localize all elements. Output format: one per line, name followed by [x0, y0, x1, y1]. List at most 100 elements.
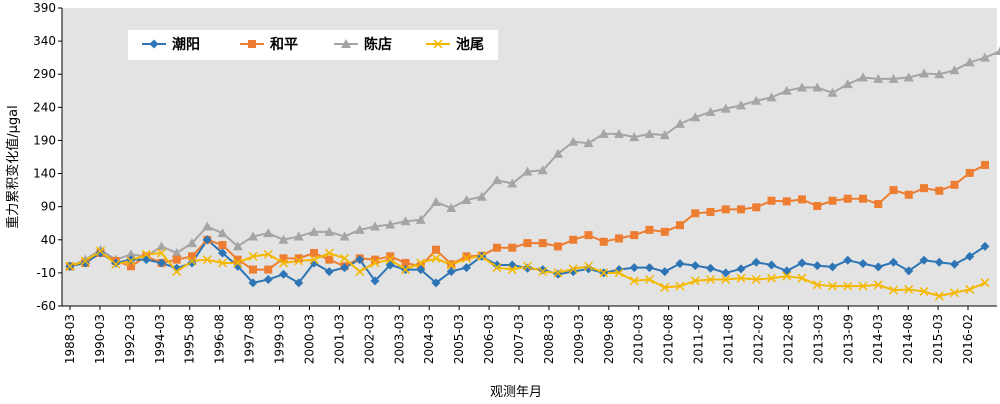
data-point	[188, 252, 196, 261]
x-tick-label: 1992-03	[123, 314, 137, 364]
x-tick-label: 2013-03	[811, 314, 825, 364]
data-point	[919, 286, 929, 296]
x-tick-label: 2002-03	[362, 314, 376, 364]
x-tick-label: 1994-03	[153, 314, 167, 364]
data-point	[873, 73, 884, 83]
data-point	[416, 258, 426, 268]
data-point	[370, 221, 380, 231]
data-point	[781, 85, 792, 95]
data-point	[522, 166, 533, 176]
data-point	[493, 243, 501, 252]
data-point	[523, 263, 532, 273]
data-point	[431, 197, 441, 207]
data-point	[767, 196, 776, 205]
data-point	[126, 249, 136, 259]
data-point	[980, 278, 990, 288]
data-point	[980, 241, 990, 251]
data-point	[554, 242, 562, 251]
data-point	[751, 257, 761, 267]
y-tick-label: 90	[41, 200, 56, 214]
data-point	[721, 274, 731, 285]
data-point	[782, 197, 791, 206]
data-point	[767, 260, 776, 270]
data-point	[645, 225, 654, 234]
data-point	[949, 288, 960, 298]
data-point	[675, 281, 685, 291]
data-point	[690, 112, 701, 122]
data-point	[751, 274, 761, 285]
x-tick-label: 1988-03	[63, 314, 77, 364]
data-point	[919, 255, 929, 265]
data-point	[843, 281, 853, 291]
data-point	[371, 255, 379, 264]
data-point	[659, 130, 670, 140]
data-point	[950, 180, 959, 189]
data-point	[766, 92, 777, 102]
data-point	[446, 202, 457, 212]
data-point	[385, 255, 395, 265]
data-point	[279, 254, 288, 263]
data-point	[691, 209, 700, 218]
data-point	[278, 258, 289, 268]
data-point	[477, 251, 487, 261]
x-tick-label: 1990-03	[93, 314, 107, 364]
data-point	[675, 259, 685, 269]
x-tick-label: 2011-08	[722, 314, 736, 364]
data-point	[248, 251, 258, 261]
x-axis: 1988-03 1990-03 1992-03 1994-03 1995-08 1996-…	[62, 305, 997, 364]
data-point	[249, 265, 257, 274]
data-point	[187, 238, 197, 248]
y-tick-label: 290	[33, 67, 56, 81]
data-point	[920, 184, 928, 193]
data-point	[232, 241, 243, 251]
y-tick-label: 240	[33, 100, 56, 114]
data-point	[492, 260, 502, 270]
y-tick-label: 190	[33, 133, 56, 147]
data-point	[157, 258, 166, 268]
data-point	[629, 263, 639, 273]
data-point	[370, 276, 380, 286]
data-point	[538, 265, 548, 275]
data-point	[263, 228, 274, 238]
data-point	[492, 175, 502, 185]
data-point	[187, 258, 197, 268]
data-point	[553, 268, 563, 278]
data-point	[263, 249, 273, 259]
data-point	[202, 221, 213, 231]
data-point	[462, 252, 471, 261]
data-point	[950, 259, 959, 269]
data-point	[218, 241, 227, 250]
data-point	[889, 257, 898, 267]
data-point	[522, 261, 533, 271]
legend-marker	[149, 39, 159, 49]
data-point	[248, 278, 258, 288]
data-point	[858, 72, 868, 82]
data-point	[752, 203, 761, 212]
data-point	[721, 268, 731, 278]
data-point	[233, 261, 243, 271]
x-tick-label: 2008-03	[542, 314, 556, 364]
x-tick-label: 2014-03	[871, 314, 885, 364]
data-point	[888, 285, 899, 295]
data-point	[80, 256, 90, 266]
data-point	[568, 267, 578, 277]
data-point	[797, 258, 807, 268]
x-tick-label: 2009-03	[572, 314, 586, 364]
data-point	[538, 267, 548, 277]
data-point	[339, 253, 350, 263]
legend-marker	[341, 39, 351, 48]
x-tick-label: 2004-03	[422, 314, 436, 364]
y-tick-label: 340	[33, 34, 56, 48]
data-point	[797, 82, 807, 92]
data-point	[293, 231, 304, 241]
data-point	[903, 72, 914, 82]
data-point	[583, 138, 594, 148]
data-point	[737, 205, 745, 214]
data-point	[172, 263, 182, 273]
data-point	[96, 248, 105, 258]
data-point	[126, 255, 136, 265]
data-point	[111, 258, 121, 268]
legend-marker	[248, 40, 256, 48]
data-point	[598, 128, 609, 138]
